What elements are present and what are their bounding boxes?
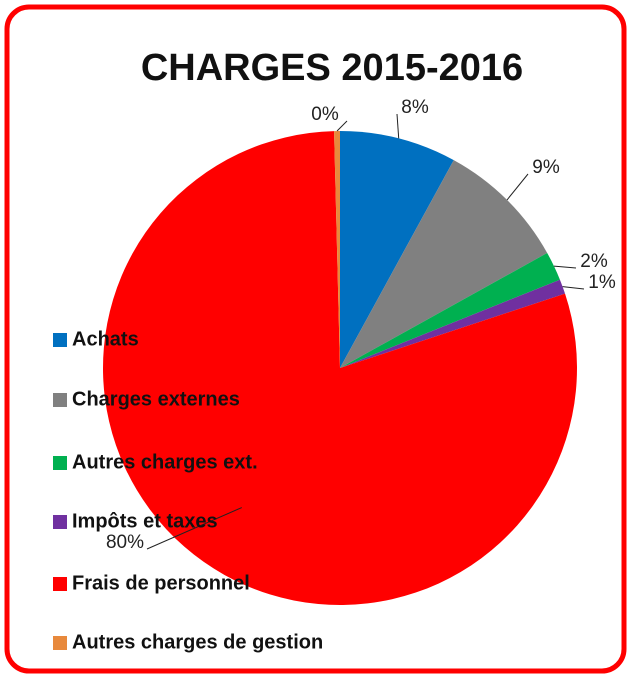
leader-line [146,507,242,550]
legend-swatch [53,456,67,470]
leader-line [553,265,577,269]
legend-label: Achats [72,328,139,350]
data-label: 0% [311,104,339,125]
pie-slice [340,131,454,368]
data-label: 9% [532,157,560,178]
legend-label: Charges externes [72,388,240,410]
leader-line [336,120,348,132]
data-label: 8% [401,97,429,118]
pie-slice [102,131,577,605]
pie-slice [340,252,560,368]
legend-swatch [53,393,67,407]
leader-line [506,173,529,201]
legend-swatch [53,333,67,347]
pie-slice [334,131,340,368]
chart-title: CHARGES 2015-2016 [141,47,523,89]
legend-label: Frais de personnel [72,572,250,594]
legend-label: Autres charges ext. [72,451,258,473]
legend-label: Autres charges de gestion [72,631,323,653]
legend-swatch [53,515,67,529]
data-label: 1% [588,272,616,293]
data-label: 80% [106,532,144,553]
data-label: 2% [580,251,608,272]
leader-line [396,113,400,139]
legend-swatch [53,577,67,591]
legend-label: Impôts et taxes [72,510,218,532]
legend-swatch [53,636,67,650]
pie-slice [340,160,548,368]
leader-line [562,286,585,290]
pie-slice [340,279,566,368]
